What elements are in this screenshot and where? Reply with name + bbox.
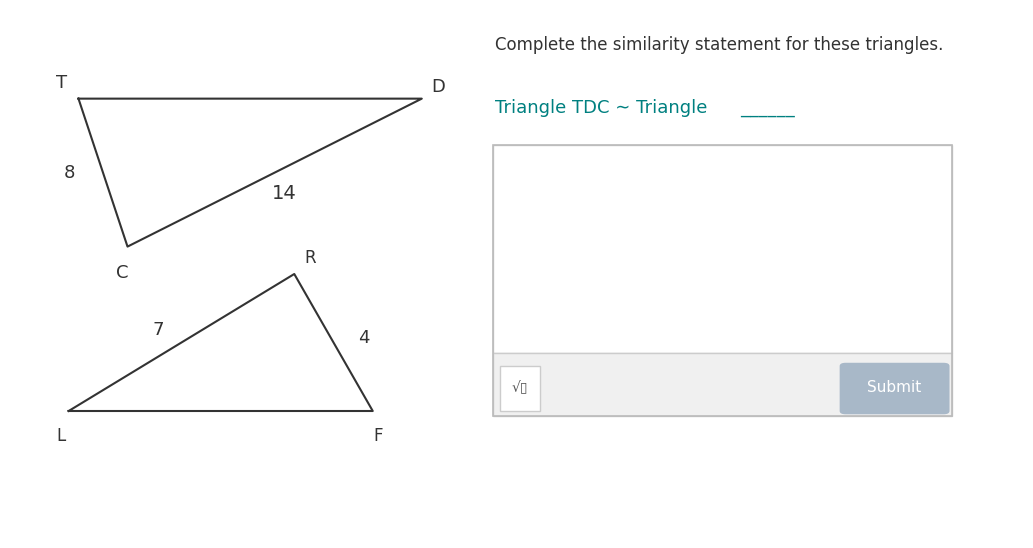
Text: 4: 4 bbox=[358, 329, 370, 347]
Text: √▯: √▯ bbox=[511, 381, 528, 395]
Text: T: T bbox=[56, 74, 67, 92]
FancyBboxPatch shape bbox=[840, 363, 949, 414]
Text: ______: ______ bbox=[741, 99, 795, 117]
Text: Submit: Submit bbox=[868, 380, 921, 396]
Text: F: F bbox=[373, 427, 382, 446]
FancyBboxPatch shape bbox=[500, 366, 539, 411]
Text: R: R bbox=[304, 249, 316, 267]
Text: L: L bbox=[56, 427, 65, 446]
Text: Triangle TDC ∼ Triangle: Triangle TDC ∼ Triangle bbox=[496, 99, 714, 117]
Text: 8: 8 bbox=[64, 164, 75, 181]
FancyBboxPatch shape bbox=[494, 145, 952, 353]
Text: 14: 14 bbox=[272, 184, 296, 203]
Text: C: C bbox=[117, 264, 129, 282]
Text: 7: 7 bbox=[152, 322, 164, 339]
Text: Complete the similarity statement for these triangles.: Complete the similarity statement for th… bbox=[496, 36, 944, 54]
Text: D: D bbox=[432, 78, 445, 96]
FancyBboxPatch shape bbox=[494, 353, 952, 416]
